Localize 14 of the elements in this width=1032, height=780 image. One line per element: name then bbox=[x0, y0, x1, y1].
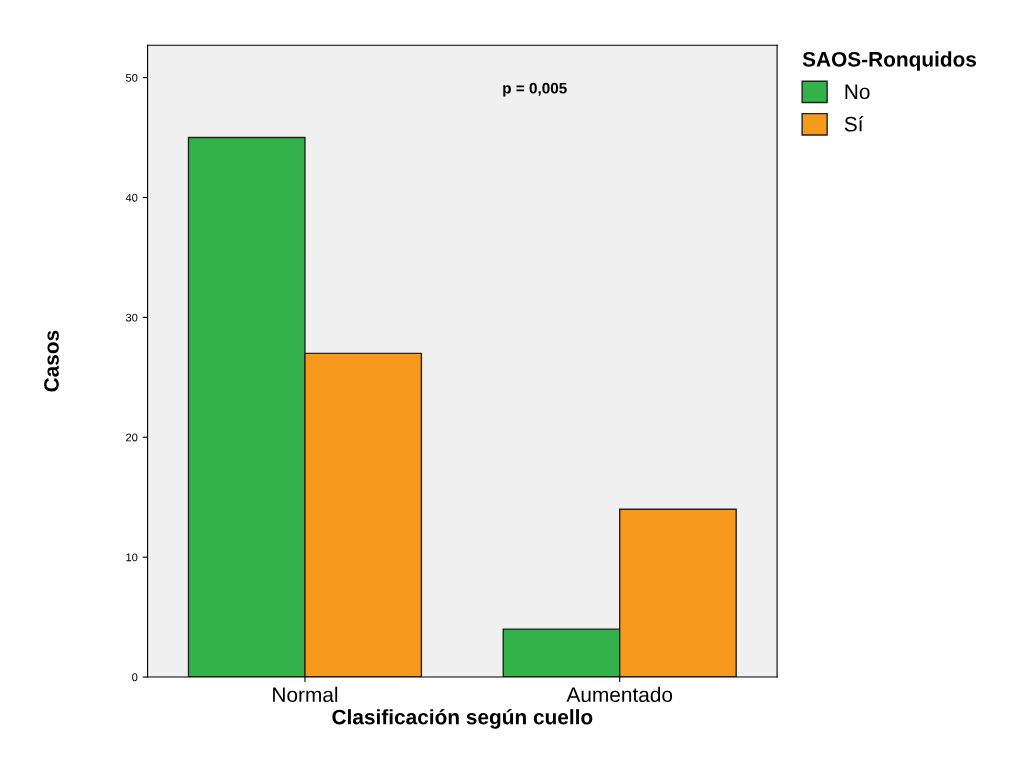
y-tick-label: 10 bbox=[126, 553, 138, 562]
legend-title: SAOS-Ronquidos bbox=[802, 51, 977, 71]
legend-label: Sí bbox=[844, 116, 864, 132]
legend-label: No bbox=[845, 84, 870, 100]
y-tick-label: 50 bbox=[125, 73, 138, 82]
annotation: p = 0,005 bbox=[503, 82, 567, 97]
x-tick-label: Normal bbox=[273, 686, 338, 703]
y-tick-label: 40 bbox=[125, 193, 138, 202]
y-tick-label: 20 bbox=[126, 433, 138, 442]
y-axis-title: Casos bbox=[44, 330, 59, 392]
x-axis-title: Clasificación según cuello bbox=[332, 708, 593, 729]
y-tick-label: 0 bbox=[132, 673, 138, 682]
x-tick-label: Aumentado bbox=[566, 686, 673, 703]
y-tick-label: 30 bbox=[125, 313, 138, 322]
